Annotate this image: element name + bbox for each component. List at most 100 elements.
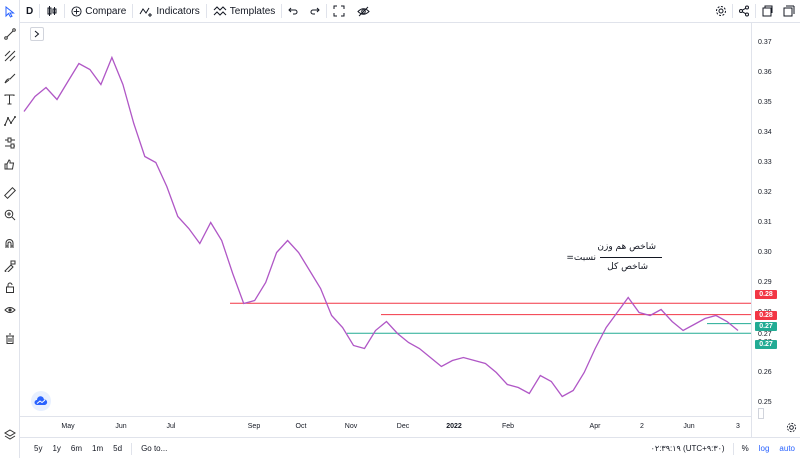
toolbar-divider — [281, 4, 283, 18]
undo-icon — [288, 7, 298, 15]
price-line[interactable] — [23, 55, 739, 398]
time-label: Apr — [589, 423, 601, 430]
hide-drawings-button[interactable] — [351, 0, 376, 22]
auto-toggle[interactable]: auto — [779, 444, 795, 453]
snapshot-icon — [762, 5, 773, 17]
time-label: Jul — [166, 423, 176, 430]
price-label: 0.25 — [758, 398, 772, 406]
templates-button[interactable]: Templates — [207, 0, 282, 22]
share-button[interactable] — [733, 0, 755, 22]
redo-icon — [310, 7, 321, 15]
price-label: 0.29 — [758, 278, 772, 286]
formula-fraction-line — [600, 257, 662, 258]
thumbs-up-icon[interactable] — [2, 157, 17, 172]
price-label: 0.33 — [758, 158, 772, 166]
expand-legend-button[interactable] — [30, 27, 44, 41]
time-label: 2 — [640, 423, 644, 430]
toolbar-divider — [205, 4, 207, 18]
interval-button[interactable]: D — [20, 0, 39, 22]
axis-settings-button[interactable] — [786, 420, 797, 438]
clock-display[interactable]: ۰۲:۳۹:۱۹ (UTC+۹:۳۰) — [650, 444, 725, 453]
time-label: Oct — [295, 423, 307, 430]
price-label: 0.36 — [758, 68, 772, 76]
range-5y[interactable]: 5y — [34, 444, 43, 453]
toolbar-divider — [732, 4, 733, 18]
formula-denominator: شاخص کل — [607, 262, 648, 272]
toolbar-divider — [732, 442, 734, 455]
goto-button[interactable]: Go to... — [141, 444, 168, 453]
range-6m[interactable]: 6m — [70, 444, 83, 453]
lock-drawing-icon[interactable] — [2, 258, 17, 273]
gear-icon — [786, 422, 797, 433]
price-label: 0.37 — [758, 38, 772, 46]
ratio-formula: شاخص هم وزن نسبت= شاخص کل — [560, 242, 670, 282]
price-label: 0.34 — [758, 128, 772, 136]
trend-line-icon[interactable] — [2, 26, 17, 41]
layers-icon[interactable] — [2, 427, 17, 442]
fullscreen-button[interactable] — [327, 0, 351, 22]
time-label: Jun — [115, 423, 127, 430]
brush-icon[interactable] — [2, 70, 17, 85]
prediction-icon[interactable] — [2, 135, 17, 150]
price-label: 0.30 — [758, 248, 772, 256]
fullscreen-icon — [333, 5, 345, 17]
time-label: Dec — [396, 423, 410, 430]
price-label: 0.32 — [758, 188, 772, 196]
time-label: Jun — [683, 423, 695, 430]
gear-icon — [716, 6, 726, 16]
interval-label: D — [26, 5, 34, 17]
redo-button[interactable] — [304, 0, 326, 22]
tradingview-logo[interactable] — [31, 391, 51, 411]
price-axis[interactable]: 0.37 0.36 0.35 0.34 0.33 0.32 0.31 0.30 0.29 0.28… — [751, 23, 800, 437]
price-tag: 0.27 — [755, 340, 777, 349]
ruler-icon[interactable] — [2, 185, 17, 200]
zoom-in-icon[interactable] — [2, 207, 17, 222]
share-icon — [739, 5, 749, 17]
snapshot-button[interactable] — [756, 0, 778, 22]
range-5d[interactable]: 5d — [113, 444, 123, 453]
toolbar-divider — [326, 4, 328, 18]
price-label: 0.26 — [758, 368, 772, 376]
toolbar-divider — [131, 442, 133, 455]
cursor-icon[interactable] — [2, 4, 17, 19]
eye-off-icon — [357, 6, 371, 16]
templates-label: Templates — [229, 5, 276, 17]
price-chart[interactable] — [20, 23, 751, 416]
pattern-icon[interactable] — [2, 113, 17, 128]
log-toggle[interactable]: log — [758, 444, 770, 453]
price-label: 0.35 — [758, 98, 772, 106]
chevron-right-icon — [34, 30, 40, 38]
price-tag: 0.27 — [755, 322, 777, 331]
time-label: Sep — [247, 423, 261, 430]
formula-prefix: نسبت= — [566, 253, 596, 263]
formula-numerator: شاخص هم وزن — [597, 242, 656, 252]
time-label: 3 — [736, 423, 740, 430]
chart-style-button[interactable] — [40, 0, 64, 22]
fib-icon[interactable] — [2, 48, 17, 63]
range-1m[interactable]: 1m — [92, 444, 104, 453]
settings-button[interactable] — [710, 0, 732, 22]
cloud-logo-icon — [34, 396, 48, 405]
toolbar-divider — [39, 4, 41, 18]
lock-icon[interactable] — [2, 280, 17, 295]
text-icon[interactable] — [2, 92, 17, 107]
percent-toggle[interactable]: % — [741, 444, 749, 453]
toolbar-divider — [755, 4, 756, 18]
time-label: Nov — [344, 423, 358, 430]
range-1y[interactable]: 1y — [52, 444, 61, 453]
indicators-button[interactable]: Indicators — [133, 0, 205, 22]
time-axis[interactable]: May Jun Jul Sep Oct Nov Dec 2022 Feb Apr… — [20, 416, 751, 438]
popup-button[interactable] — [778, 0, 800, 22]
top-toolbar: D Compare Indicators Templates — [0, 0, 800, 23]
compare-button[interactable]: Compare — [65, 0, 132, 22]
price-axis-scrollbar[interactable] — [758, 408, 764, 419]
time-label: May — [61, 423, 75, 430]
undo-button[interactable] — [282, 0, 304, 22]
compare-label: Compare — [85, 5, 127, 17]
eye-icon[interactable] — [2, 302, 17, 317]
price-tag: 0.28 — [755, 290, 777, 299]
toolbar-divider — [132, 4, 134, 18]
time-label: Feb — [501, 423, 515, 430]
trash-icon[interactable] — [2, 331, 17, 346]
magnet-icon[interactable] — [2, 236, 17, 251]
